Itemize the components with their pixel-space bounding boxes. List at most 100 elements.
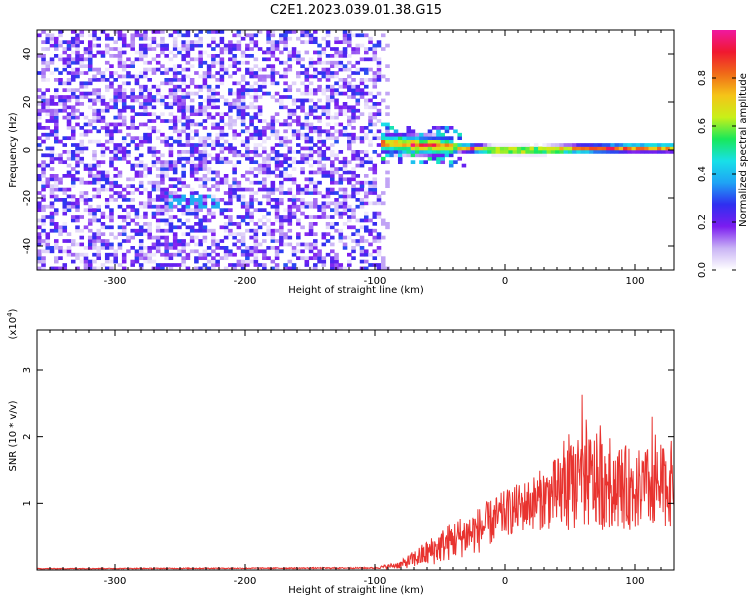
heatmap-cell [253, 228, 259, 233]
heatmap-cell [279, 187, 284, 192]
heatmap-cell [253, 71, 259, 75]
heatmap-cell [351, 88, 356, 93]
heatmap-cell [66, 95, 72, 99]
heatmap-cell [448, 143, 454, 147]
heatmap-cell [49, 43, 55, 48]
heatmap-cell [499, 143, 505, 147]
heatmap-cell [347, 136, 352, 141]
heatmap-cell [126, 126, 131, 130]
heatmap-cell [330, 95, 335, 99]
heatmap-cell [304, 246, 310, 250]
heatmap-cell [291, 167, 297, 171]
heatmap-cell [334, 71, 339, 75]
heatmap-cell [317, 252, 322, 257]
heatmap-cell [96, 170, 101, 175]
heatmap-cell [330, 263, 335, 267]
heatmap-cell [185, 126, 191, 130]
heatmap-cell [211, 263, 216, 267]
heatmap-cell [236, 33, 242, 38]
heatmap-cell [355, 84, 361, 89]
heatmap-cell [181, 43, 186, 48]
heatmap-cell [300, 81, 305, 86]
heatmap-cell [172, 184, 178, 189]
heatmap-cell [325, 170, 331, 175]
heatmap-cell [317, 163, 322, 168]
heatmap-cell [601, 146, 607, 151]
heatmap-cell [236, 67, 242, 72]
heatmap-cell [342, 47, 348, 51]
heatmap-cell [304, 259, 310, 264]
heatmap-cell [304, 119, 310, 123]
heatmap-cell [87, 54, 93, 58]
heatmap-cell [109, 71, 114, 75]
heatmap-cell [321, 211, 327, 216]
heatmap-cell [372, 184, 378, 189]
heatmap-cell [550, 150, 556, 154]
heatmap-cell [198, 30, 203, 34]
heatmap-cell [45, 102, 51, 106]
heatmap-cell [274, 187, 280, 192]
heatmap-cell [117, 54, 123, 58]
heatmap-cell [181, 54, 186, 58]
heatmap-cell [287, 139, 293, 144]
heatmap-cell [533, 146, 539, 151]
heatmap-cell [138, 242, 144, 247]
heatmap-cell [53, 174, 59, 178]
heatmap-cell [37, 54, 42, 58]
heatmap-cell [249, 150, 254, 154]
heatmap-cell [62, 263, 68, 267]
heatmap-cell [87, 43, 93, 48]
heatmap-cell [155, 174, 161, 178]
heatmap-cell [363, 187, 369, 192]
heatmap-cell [147, 88, 152, 93]
heatmap-cell [62, 266, 68, 271]
heatmap-cell [253, 235, 259, 240]
heatmap-cell [75, 146, 80, 151]
heatmap-cell [257, 74, 263, 79]
heatmap-cell [372, 84, 378, 89]
heatmap-cell [45, 146, 51, 151]
heatmap-cell [168, 88, 174, 93]
heatmap-cell [283, 170, 288, 175]
heatmap-cell [631, 150, 637, 154]
heatmap-cell [53, 119, 59, 123]
heatmap-cell [134, 259, 140, 264]
heatmap-cell [308, 177, 314, 182]
heatmap-cell [194, 266, 199, 271]
heatmap-cell [138, 252, 144, 257]
heatmap-cell [283, 174, 288, 178]
heatmap-cell [172, 239, 178, 243]
heatmap-cell [334, 47, 339, 51]
heatmap-cell [130, 105, 135, 110]
heatmap-cell [262, 81, 267, 86]
heatmap-cell [380, 122, 386, 127]
heatmap-cell [87, 64, 93, 69]
heatmap-cell [109, 105, 114, 110]
heatmap-cell [300, 204, 305, 209]
heatmap-cell [96, 239, 101, 243]
heatmap-cell [631, 146, 637, 151]
heatmap-cell [283, 139, 288, 144]
heatmap-cell [253, 174, 259, 178]
heatmap-cell [70, 259, 76, 264]
heatmap-cell [164, 47, 169, 51]
heatmap-cell [325, 33, 331, 38]
heatmap-cell [296, 122, 301, 127]
heatmap-cell [172, 163, 178, 168]
heatmap-cell [363, 91, 369, 96]
heatmap-cell [274, 239, 280, 243]
heatmap-cell [249, 95, 254, 99]
heatmap-cell [550, 143, 556, 147]
heatmap-cell [410, 132, 416, 137]
heatmap-cell [172, 84, 178, 89]
heatmap-cell [211, 102, 216, 106]
heatmap-cell [79, 156, 85, 161]
heatmap-cell [168, 153, 174, 158]
x-tick-label: -300 [104, 276, 127, 287]
heatmap-cell [79, 177, 85, 182]
heatmap-cell [618, 146, 624, 151]
heatmap-cell [325, 136, 331, 141]
heatmap-cell [342, 194, 348, 199]
heatmap-cell [202, 218, 208, 223]
heatmap-cell [160, 228, 165, 233]
